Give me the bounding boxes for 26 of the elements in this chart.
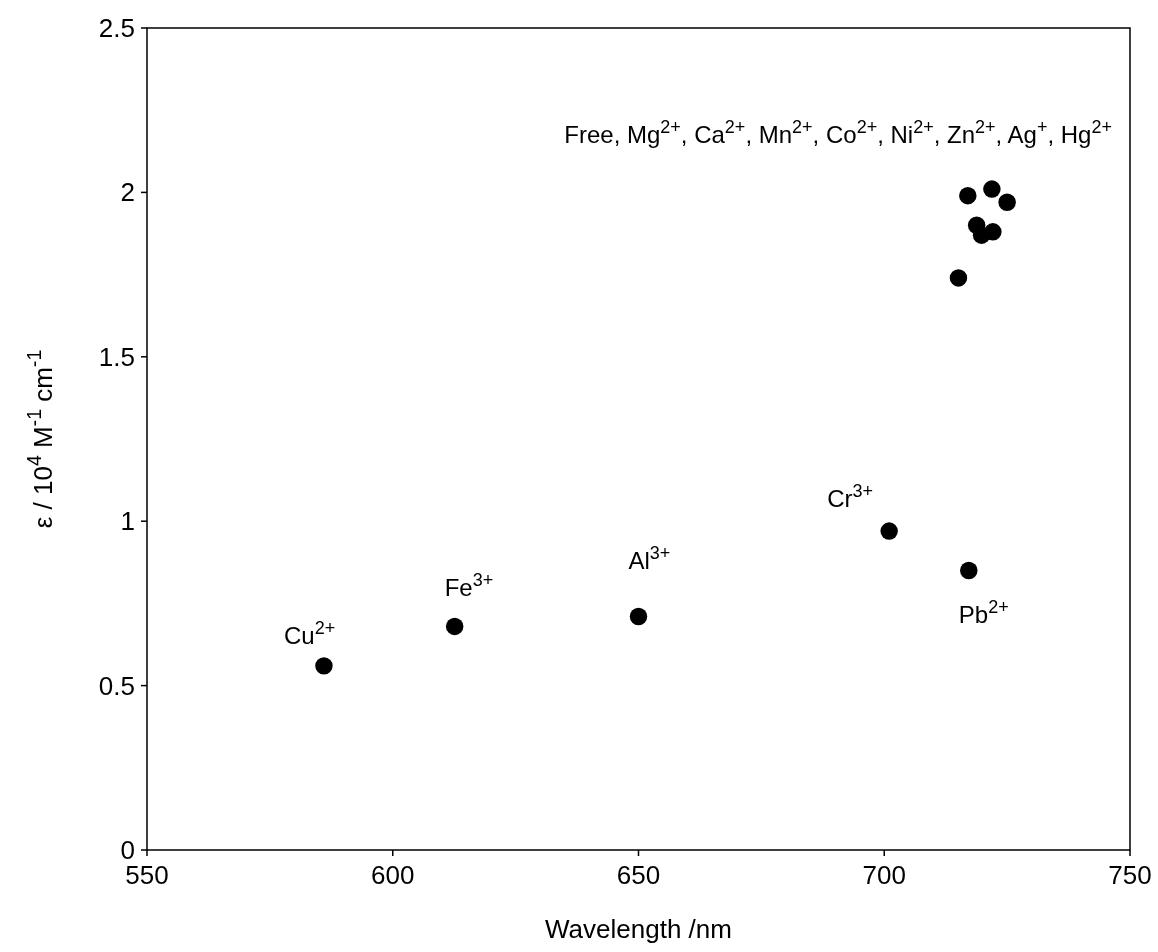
x-tick-label: 750 (1108, 860, 1152, 890)
point (629, 607, 648, 626)
point (960, 561, 978, 580)
x-tick-label: 600 (371, 860, 415, 890)
x-tick-label: 700 (862, 860, 906, 890)
y-tick-label: 2 (120, 177, 135, 208)
y-tick-label: 2.5 (98, 13, 135, 43)
annotation: Cr$^{3+}$ (827, 481, 874, 513)
point (984, 223, 1002, 241)
point (880, 522, 898, 540)
y-tick-label: 1.5 (98, 341, 135, 372)
annotation: Pb$^{2+}$ (958, 596, 1009, 628)
point (959, 186, 977, 205)
annotation: Al$^{3+}$ (628, 542, 671, 574)
annotation: Cu$^{2+}$ (283, 617, 336, 649)
point (983, 180, 1001, 198)
annotation: Fe$^{3+}$ (444, 570, 494, 602)
point (949, 269, 968, 287)
x-axis-title: Wavelength /nm (545, 914, 732, 944)
y-tick-label: 0.5 (98, 670, 135, 701)
text: Free, Mg$^{2+}$, Ca$^{2+}$, Mn$^{2+}$, Co$^{2+}$, Ni$^{2+}$, Zn$^{2+}$, Ag$^{+}$, Hg$^{2+}$ (564, 117, 1112, 148)
y-tick-label: 1 (120, 506, 135, 537)
point (998, 193, 1016, 211)
x-tick-label: 650 (616, 860, 661, 890)
point (445, 617, 464, 636)
point (315, 657, 333, 675)
